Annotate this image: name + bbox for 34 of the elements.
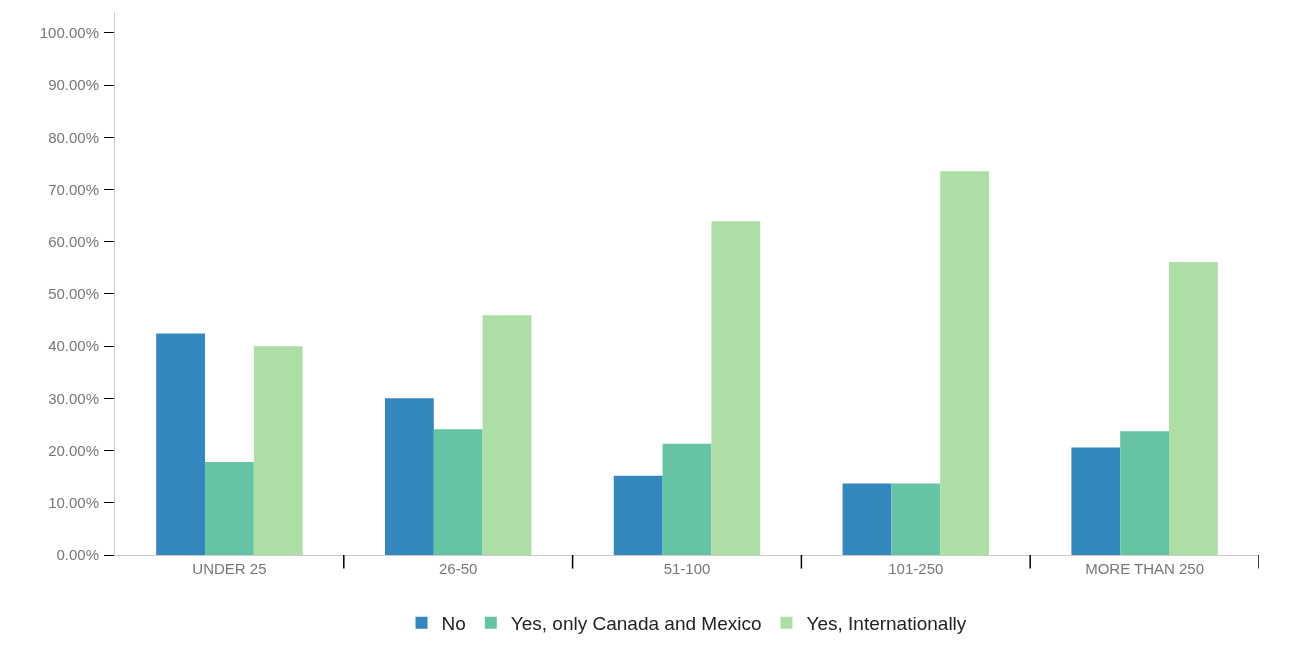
bar (662, 443, 712, 555)
y-tick-label: 40.00% (48, 337, 99, 355)
y-tick-label: 60.00% (48, 232, 99, 250)
x-tick-label: 26-50 (439, 560, 478, 577)
x-tick-label: 101-250 (888, 560, 944, 577)
y-tick-label: 30.00% (48, 389, 99, 407)
legend-label: No (441, 613, 466, 635)
bar (1071, 447, 1121, 555)
bar (204, 462, 254, 555)
bar (613, 475, 663, 555)
y-tick-label: 80.00% (48, 128, 99, 146)
y-tick-label: 70.00% (48, 180, 99, 198)
bar (940, 171, 990, 555)
bar (433, 429, 483, 555)
y-tick-label: 50.00% (48, 285, 99, 303)
bar (1120, 431, 1170, 555)
bar (891, 483, 941, 555)
bar (842, 483, 892, 555)
bar (482, 315, 532, 555)
legend-label: Yes, Internationally (806, 613, 967, 635)
x-tick-label: 51-100 (663, 560, 711, 577)
bar (156, 333, 205, 555)
x-tick-label: UNDER 25 (192, 560, 267, 577)
y-tick-label: 90.00% (48, 76, 99, 94)
bar (384, 398, 434, 555)
bar (253, 346, 303, 555)
y-tick-label: 0.00% (56, 546, 99, 564)
y-tick-label: 100.00% (39, 24, 99, 42)
bar (1169, 262, 1218, 555)
x-tick-label: MORE THAN 250 (1085, 560, 1205, 577)
bar (711, 221, 761, 555)
y-tick-label: 20.00% (48, 441, 99, 459)
legend-label: Yes, only Canada and Mexico (510, 613, 762, 635)
y-tick-label: 10.00% (48, 494, 99, 512)
